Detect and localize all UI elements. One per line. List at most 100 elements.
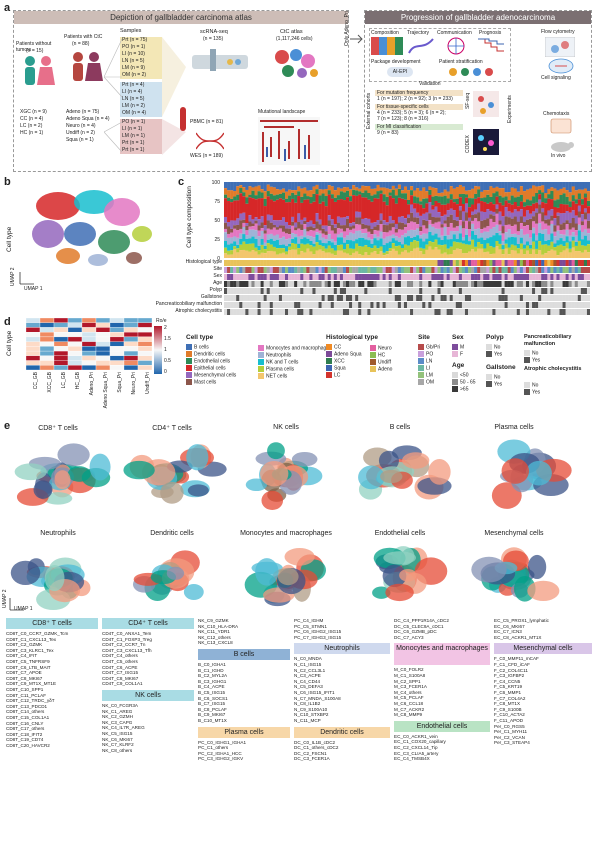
heatmap-cell bbox=[137, 355, 152, 361]
composition-segment bbox=[516, 231, 521, 236]
composition-segment bbox=[275, 194, 280, 200]
annotation-cell bbox=[510, 309, 514, 315]
composition-segment bbox=[367, 218, 371, 226]
composition-segment bbox=[330, 230, 334, 240]
composition-segment bbox=[318, 249, 322, 258]
annotation-cell bbox=[416, 260, 420, 266]
composition-segment bbox=[257, 191, 261, 199]
annotation-cell bbox=[400, 309, 405, 315]
composition-segment bbox=[547, 188, 551, 195]
composition-segment bbox=[513, 188, 517, 198]
composition-segment bbox=[245, 250, 249, 258]
composition-segment bbox=[583, 245, 588, 250]
composition-segment bbox=[275, 239, 280, 249]
annotation-cell bbox=[513, 295, 517, 301]
annotation-cell bbox=[535, 267, 539, 273]
composition-segment bbox=[525, 205, 530, 211]
composition-bar-chart bbox=[224, 182, 590, 258]
composition-segment bbox=[428, 189, 432, 195]
composition-segment bbox=[394, 246, 399, 251]
composition-segment bbox=[492, 235, 496, 248]
annotation-cell bbox=[352, 281, 356, 287]
heatmap-cell bbox=[95, 355, 111, 361]
composition-segment bbox=[361, 192, 365, 198]
cluster-item: M_C2_SPP1 bbox=[394, 678, 421, 684]
cluster-item: NK_C8_others bbox=[102, 747, 133, 753]
annotation-cell bbox=[556, 260, 560, 266]
composition-segment bbox=[501, 205, 505, 217]
composition-segment bbox=[227, 222, 231, 227]
composition-segment bbox=[443, 223, 447, 227]
heatmap-cell bbox=[67, 365, 83, 370]
annotation-cell bbox=[568, 288, 572, 294]
composition-segment bbox=[397, 254, 402, 258]
composition-segment bbox=[489, 186, 493, 197]
sample-row: LM (n = 9) bbox=[120, 65, 162, 72]
composition-segment bbox=[294, 194, 298, 203]
annotation-cell bbox=[400, 267, 405, 273]
composition-segment bbox=[443, 195, 447, 205]
annotation-cell bbox=[583, 260, 588, 266]
annotation-cell bbox=[333, 267, 338, 273]
composition-segment bbox=[501, 254, 505, 258]
composition-segment bbox=[254, 230, 258, 239]
annotation-cell bbox=[367, 288, 371, 294]
legend-item: No bbox=[524, 382, 552, 389]
composition-segment bbox=[324, 248, 328, 253]
annotation-cell bbox=[355, 260, 359, 266]
legend-label: LN bbox=[426, 358, 433, 365]
annotation-cell bbox=[471, 274, 475, 280]
composition-segment bbox=[248, 197, 252, 216]
annotation-cell bbox=[556, 281, 560, 287]
composition-segment bbox=[556, 190, 560, 200]
annotation-cell bbox=[449, 274, 453, 280]
composition-segment bbox=[498, 249, 502, 258]
composition-segment bbox=[468, 236, 472, 242]
composition-segment bbox=[245, 243, 249, 251]
annotation-cell bbox=[516, 288, 521, 294]
annotation-cell bbox=[376, 295, 380, 301]
annotation-cell bbox=[495, 267, 499, 273]
panel-label-d: d bbox=[4, 316, 11, 328]
heatmap-cell bbox=[95, 327, 111, 333]
composition-segment bbox=[278, 220, 283, 226]
heatmap-cell bbox=[26, 346, 41, 352]
annotation-cell bbox=[483, 281, 487, 287]
annotation-cell bbox=[382, 309, 386, 315]
annotation-cell bbox=[495, 281, 499, 287]
annotation-cell bbox=[236, 309, 240, 315]
heatmap-cell bbox=[26, 332, 41, 338]
annotation-cell bbox=[495, 260, 499, 266]
composition-segment bbox=[468, 190, 472, 199]
annotation-cell bbox=[245, 295, 249, 301]
annotation-cell bbox=[278, 295, 283, 301]
composition-segment bbox=[272, 235, 277, 241]
annotation-cell bbox=[532, 288, 536, 294]
composition-segment bbox=[324, 252, 328, 258]
composition-segment bbox=[461, 203, 466, 212]
adeno-squa-count: Adeno Squa (n = 4) bbox=[66, 116, 110, 122]
composition-segment bbox=[516, 253, 521, 258]
composition-segment bbox=[376, 191, 380, 199]
annotation-cell bbox=[333, 281, 338, 287]
annotation-cell bbox=[477, 302, 481, 308]
composition-segment bbox=[245, 230, 249, 236]
heatmap-cell bbox=[53, 346, 69, 352]
composition-segment bbox=[358, 211, 362, 218]
annotation-cell bbox=[556, 309, 560, 315]
composition-segment bbox=[516, 221, 521, 232]
annotation-cell bbox=[410, 288, 414, 294]
composition-segment bbox=[559, 230, 563, 235]
composition-segment bbox=[224, 188, 228, 195]
sequencer-icon bbox=[192, 49, 248, 71]
annotation-cell bbox=[376, 309, 380, 315]
composition-segment bbox=[349, 240, 353, 249]
heatmap-cell bbox=[109, 332, 125, 338]
composition-segment bbox=[288, 202, 292, 226]
legend-item: No bbox=[486, 374, 514, 381]
composition-segment bbox=[291, 190, 295, 193]
cluster-item: F_C3_IGFBP2 bbox=[494, 673, 525, 679]
composition-segment bbox=[556, 215, 560, 226]
composition-segment bbox=[419, 235, 423, 239]
composition-segment bbox=[428, 224, 432, 232]
